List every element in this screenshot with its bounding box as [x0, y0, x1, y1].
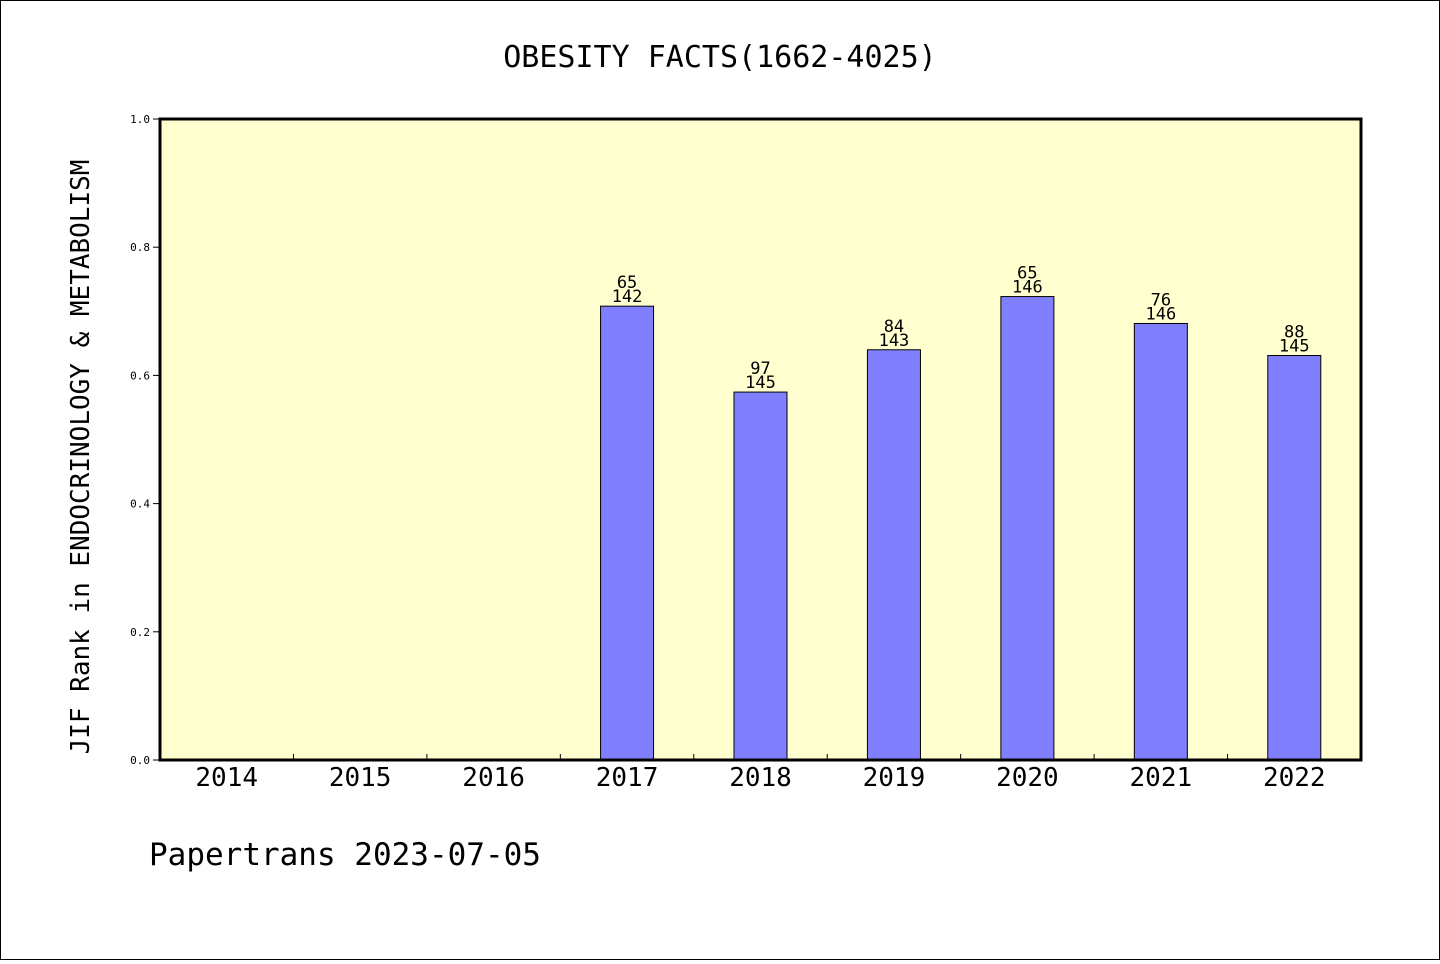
bar-label-total: 146	[1012, 278, 1043, 298]
x-tick-label: 2014	[195, 763, 258, 793]
y-tick-label: 0.6	[130, 369, 150, 382]
x-tick-label: 2022	[1263, 763, 1326, 793]
footer-credit: Papertrans 2023-07-05	[149, 837, 541, 873]
x-tick-label: 2020	[996, 763, 1059, 793]
y-tick-label: 0.0	[130, 754, 150, 767]
bar-label-rank: 84	[884, 317, 904, 337]
bar-label-total: 145	[1279, 337, 1310, 357]
bar-label-total: 143	[879, 331, 910, 351]
bar-label-total: 142	[612, 287, 643, 307]
y-axis-label: JIF Rank in ENDOCRINOLOGY & METABOLISM	[66, 160, 96, 755]
bar-label-rank: 88	[1284, 323, 1304, 343]
y-axis-ticks: 0.0 0.2 0.4 0.6 0.8 1.0	[130, 113, 160, 767]
bar	[600, 305, 655, 761]
bars	[600, 296, 1322, 761]
x-tick-label: 2017	[596, 763, 659, 793]
y-tick-label: 0.8	[130, 241, 150, 254]
bar	[1267, 355, 1322, 761]
plot-border	[158, 117, 1363, 762]
x-axis-ticks: 2014 2015 2016 2017 2018 2019 2020 2021 2022	[195, 754, 1326, 793]
bar	[1000, 296, 1055, 761]
bar	[866, 349, 921, 761]
bar-label-rank: 76	[1151, 290, 1171, 310]
bar	[1133, 322, 1188, 761]
y-tick-label: 0.4	[130, 498, 150, 511]
bar-label-total: 146	[1145, 304, 1176, 324]
bar	[733, 391, 788, 761]
bar-label-rank: 97	[750, 359, 770, 379]
y-tick-label: 0.2	[130, 626, 150, 639]
x-tick-label: 2015	[329, 763, 392, 793]
bar-label-rank: 65	[617, 273, 637, 293]
bar-label-rank: 65	[1017, 264, 1037, 284]
x-tick-label: 2019	[863, 763, 926, 793]
x-tick-label: 2016	[462, 763, 525, 793]
x-tick-label: 2021	[1130, 763, 1193, 793]
chart-title: OBESITY FACTS(1662-4025)	[503, 40, 936, 75]
x-tick-label: 2018	[729, 763, 792, 793]
y-tick-label: 1.0	[130, 113, 150, 126]
bar-label-total: 145	[745, 373, 776, 393]
